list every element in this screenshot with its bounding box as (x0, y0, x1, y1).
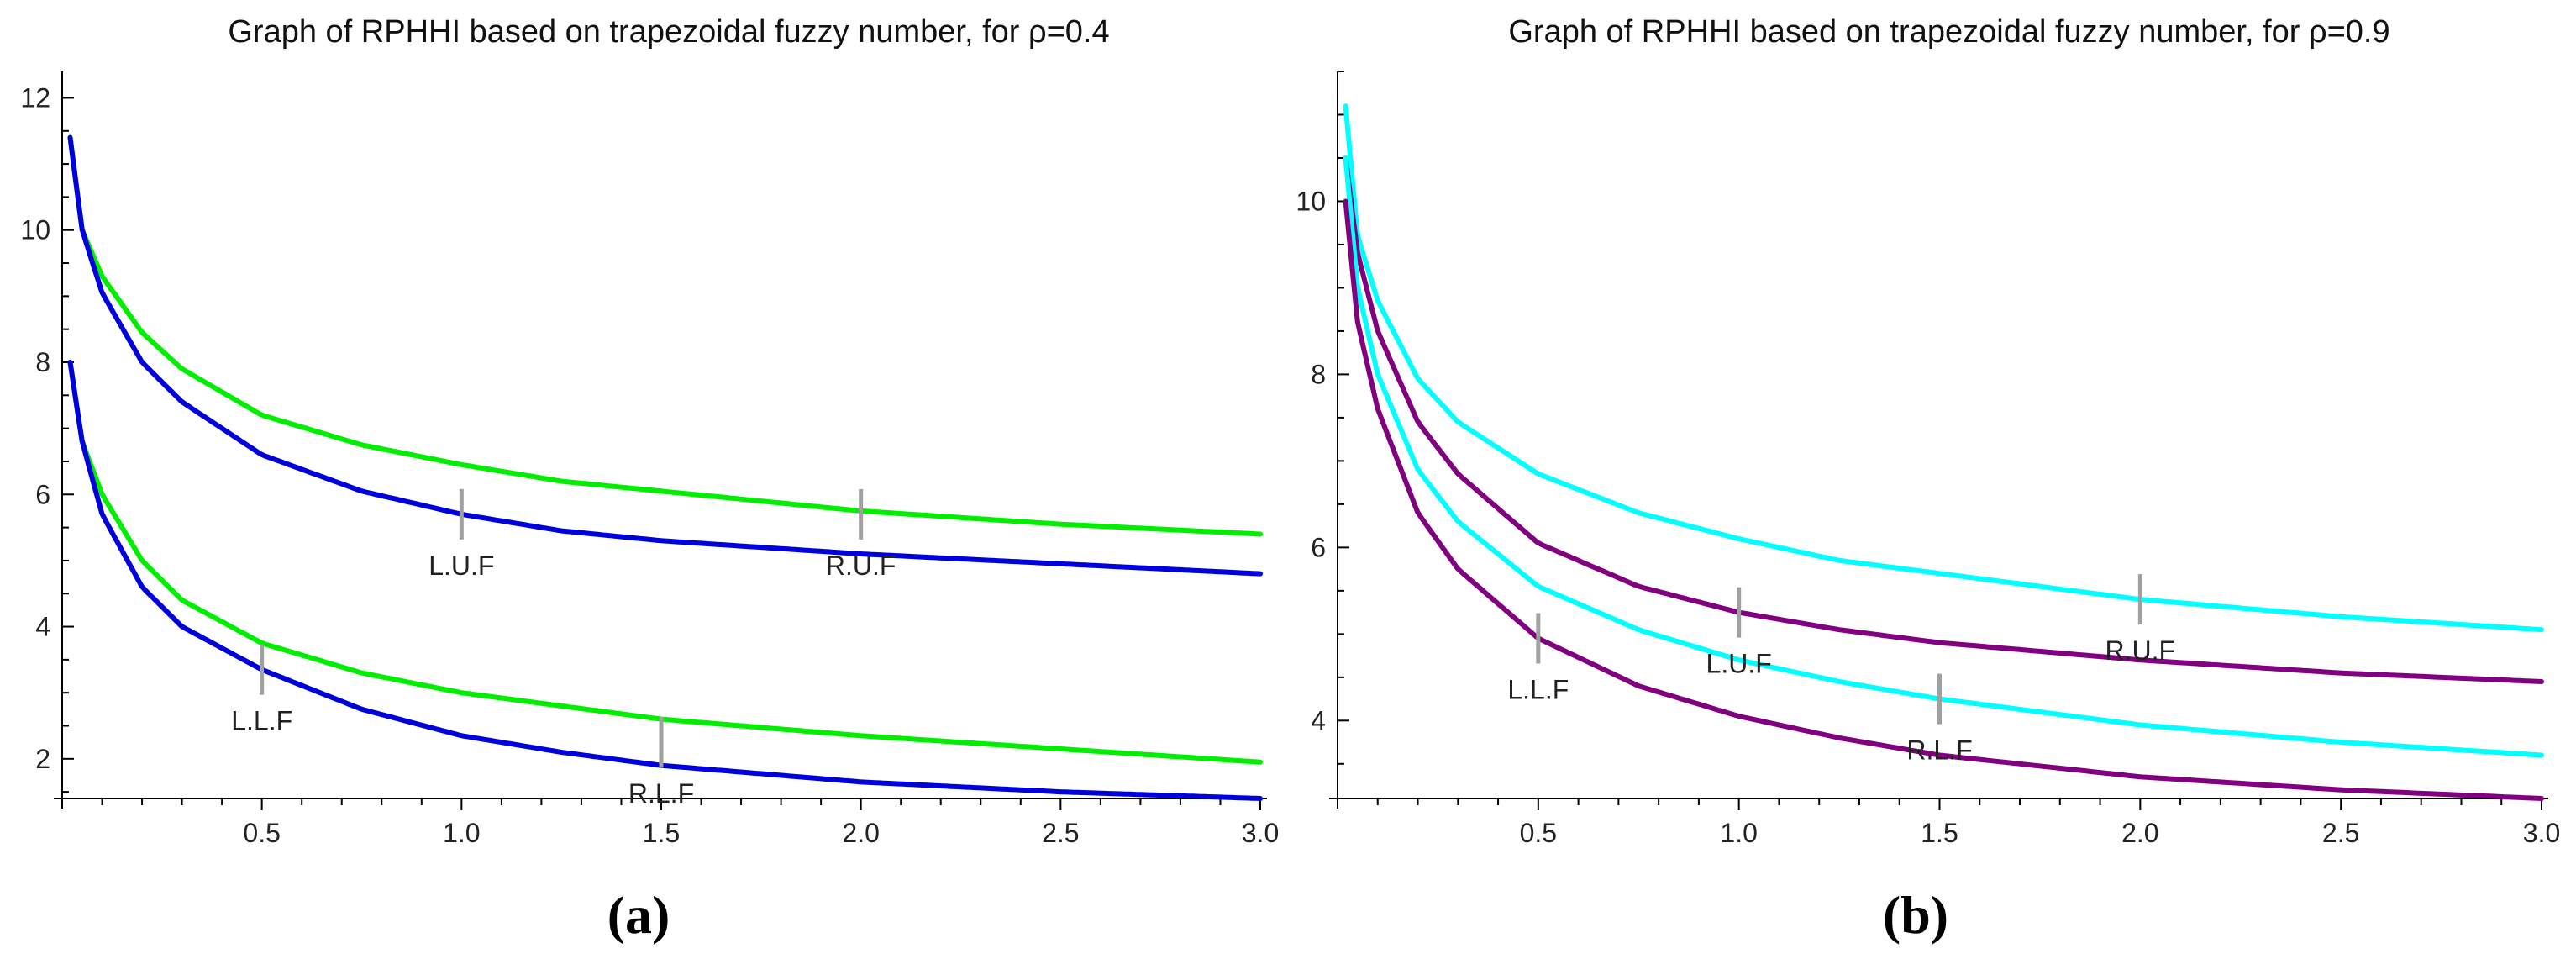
x-tick-label-a: 1.0 (443, 818, 480, 848)
annotation-label-b-1: R.U.F (2105, 635, 2176, 666)
y-tick-label-a: 4 (35, 612, 50, 642)
series-line-a-3 (67, 360, 1263, 801)
x-tick-label-a: 3.0 (1242, 818, 1279, 848)
panel-letter-a: a (625, 885, 652, 945)
annotation-label-a-1: R.U.F (826, 551, 896, 581)
series-line-a-0 (67, 134, 1263, 537)
panel-label-b: (b) (1883, 885, 1948, 945)
y-tick-label-b: 10 (1296, 186, 1326, 216)
series-line-b-2 (1343, 155, 2544, 758)
panel-b: Graph of RPHHI based on trapezoidal fuzz… (1296, 14, 2560, 945)
x-tick-label-b: 1.5 (1921, 818, 1958, 848)
annotation-label-b-2: L.L.F (1507, 674, 1569, 704)
panel-letter-b: b (1900, 885, 1931, 945)
y-tick-label-a: 12 (20, 82, 50, 113)
x-tick-label-b: 1.0 (1720, 818, 1757, 848)
x-tick-label-a: 2.5 (1042, 818, 1079, 848)
panel-b-marks: 0.5 1.0 1.5 2.0 2.5 3.0 4 6 8 10 L.U.F R.U.F L.L.F R.… (1296, 71, 2560, 848)
x-tick-label-a: 0.5 (243, 818, 280, 848)
series-line-a-2 (67, 360, 1263, 765)
x-tick-label-b: 2.5 (2322, 818, 2359, 848)
chart-title-b: Graph of RPHHI based on trapezoidal fuzz… (1508, 14, 2389, 50)
annotation-label-a-3: R.L.F (628, 778, 694, 809)
x-tick-label-a: 2.0 (842, 818, 879, 848)
y-tick-label-b: 6 (1311, 532, 1326, 562)
series-line-b-0 (1343, 103, 2544, 633)
y-tick-label-a: 10 (20, 215, 50, 245)
x-tick-label-b: 3.0 (2523, 818, 2560, 848)
y-tick-label-a: 6 (35, 479, 50, 509)
panel-a: Graph of RPHHI based on trapezoidal fuzz… (20, 14, 1279, 945)
series-line-b-1 (1343, 155, 2544, 684)
chart-title-a: Graph of RPHHI based on trapezoidal fuzz… (228, 14, 1109, 50)
y-tick-label-b: 4 (1311, 705, 1326, 735)
annotation-label-b-3: R.L.F (1906, 735, 1972, 766)
annotation-label-a-0: L.U.F (428, 551, 494, 581)
x-tick-label-a: 1.5 (643, 818, 680, 848)
y-tick-label-a: 8 (35, 347, 50, 377)
series-line-a-1 (67, 134, 1263, 577)
panel-a-marks: 0.5 1.0 1.5 2.0 2.5 3.0 2 4 6 8 10 12 L.U.F R.U.F L.L.… (20, 71, 1279, 848)
annotation-label-b-0: L.U.F (1706, 649, 1772, 679)
panel-label-a: (a) (607, 885, 670, 945)
series-line-b-3 (1343, 198, 2544, 801)
x-tick-label-b: 0.5 (1520, 818, 1557, 848)
annotation-label-a-2: L.L.F (231, 706, 292, 736)
x-tick-label-b: 2.0 (2121, 818, 2158, 848)
y-tick-label-b: 8 (1311, 359, 1326, 389)
y-tick-label-a: 2 (35, 744, 50, 774)
